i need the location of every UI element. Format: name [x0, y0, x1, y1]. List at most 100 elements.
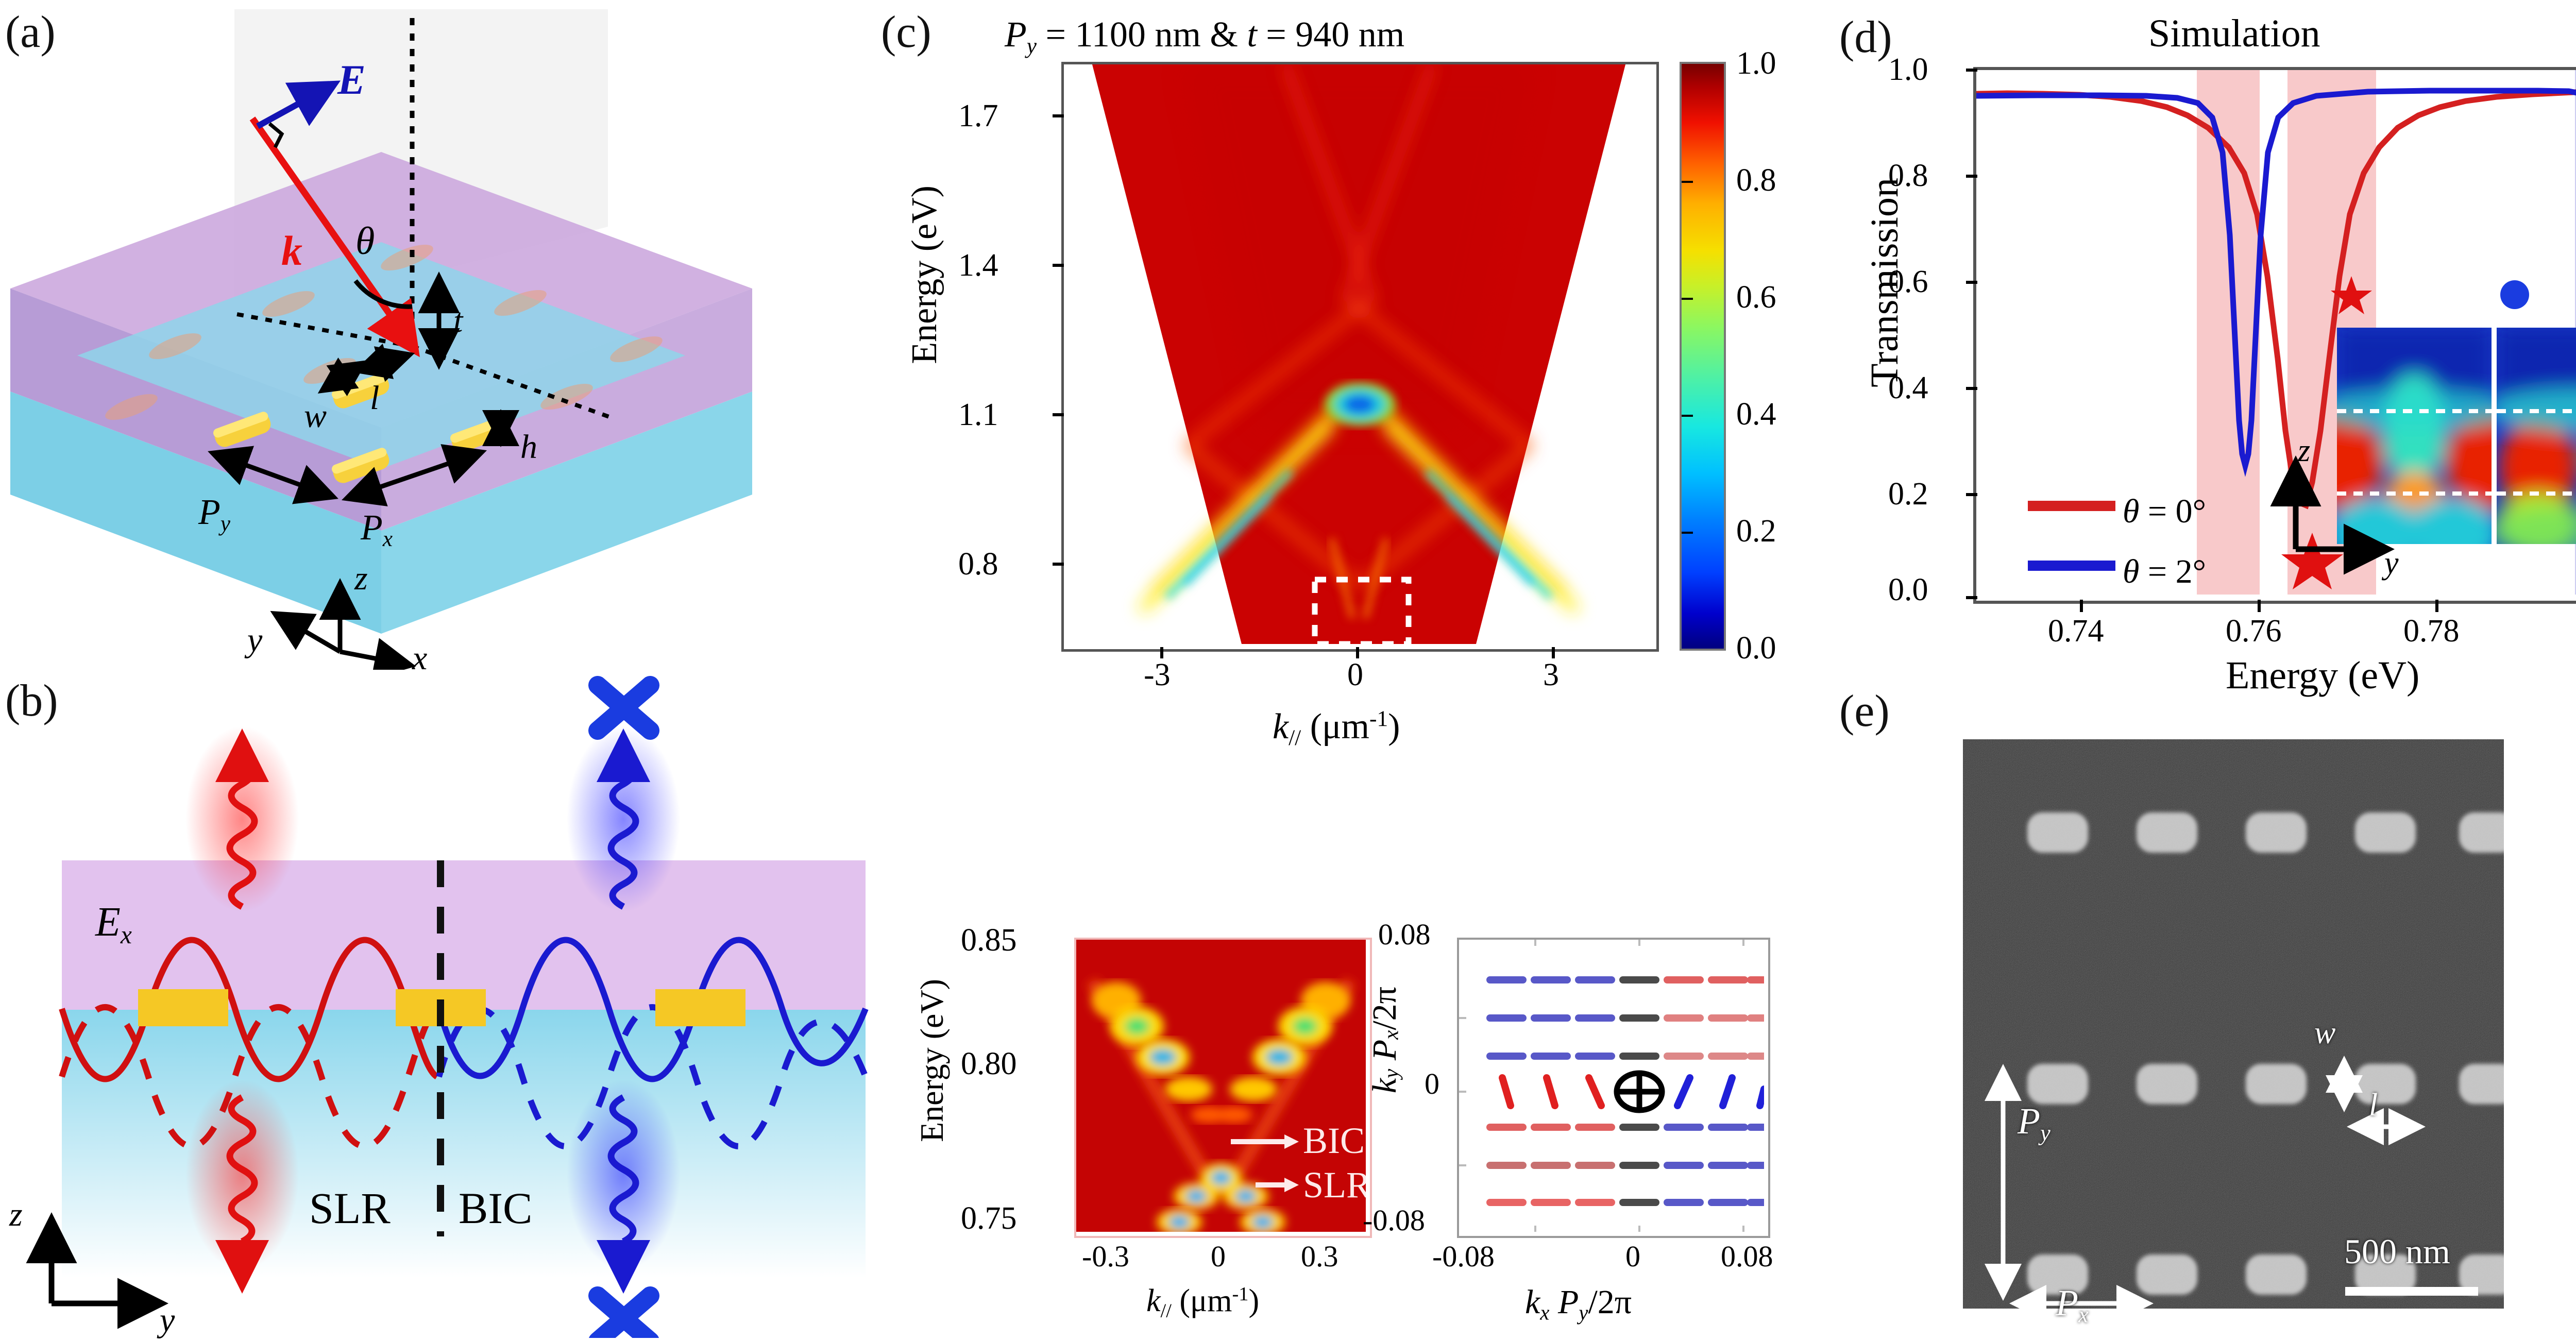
panel-d-transmission: (d) Simulation	[1767, 0, 2576, 721]
label-height-h: h	[520, 428, 537, 466]
panel-c-cbtick-0: 1.0	[1736, 46, 1776, 81]
panel-d-xtick-1: 0.76	[2226, 614, 2282, 649]
panel-c-colorbar	[1680, 62, 1726, 651]
sem-label-w: w	[2314, 1015, 2336, 1050]
panel-c-polarization-field	[1459, 940, 1764, 1232]
panel-c-xtick-marks	[1160, 647, 1555, 658]
inset-legend-circle	[2500, 280, 2529, 309]
panel-c-ytick-0: 1.7	[958, 98, 998, 133]
annot-slr-text: SLR	[1303, 1164, 1366, 1206]
panel-c-ytick-3: 0.8	[958, 547, 998, 582]
panel-d-tag: (d)	[1839, 12, 1892, 62]
panel-d-ytick-5: 0.0	[1888, 572, 1928, 607]
panel-c-dispersion: (c) Py = 1100 nm & t = 940 nm	[876, 0, 1783, 1338]
label-width-w: w	[304, 397, 327, 435]
panel-d-xtick-2: 0.78	[2403, 614, 2460, 649]
annot-bic-text: BIC	[1303, 1120, 1365, 1161]
label-period-py: Py	[198, 493, 231, 536]
sem-scalebar-label: 500 nm	[2344, 1232, 2450, 1271]
panel-c-main-plot	[1061, 62, 1659, 652]
panel-c-pol-xtick-1: 0	[1625, 1240, 1640, 1273]
sem-image-svg	[1963, 739, 2504, 1309]
label-axis-z-a: z	[354, 559, 368, 597]
panel-d-ytick-0: 1.0	[1888, 52, 1928, 87]
panel-d-xtick-marks	[2080, 600, 2438, 612]
panel-c-zoom-ylabel: Energy (eV)	[913, 979, 950, 1142]
label-axis-z-b: z	[9, 1196, 23, 1233]
legend-item-theta0: θ = 0°	[2123, 493, 2207, 530]
zoom-box-indicator	[1312, 576, 1412, 644]
panel-d-inset	[2270, 328, 2576, 575]
inset-axis-y: y	[2384, 546, 2399, 581]
panel-c-pol-ytick-2: -0.08	[1363, 1203, 1425, 1237]
panel-c-ytick-1: 1.4	[958, 248, 998, 283]
sem-label-l: l	[2369, 1088, 2378, 1123]
panel-c-pol-xtick-2: 0.08	[1721, 1240, 1773, 1273]
curve-theta-2	[1976, 88, 2576, 477]
panel-c-xtick-0: -3	[1144, 657, 1171, 692]
panel-b-svg	[26, 676, 869, 1338]
panel-c-ytick-marks	[1053, 114, 1064, 566]
panel-c-cbtick-5: 0.0	[1736, 631, 1776, 666]
panel-c-ylabel: Energy (eV)	[905, 185, 944, 364]
label-E-field: E	[337, 56, 366, 103]
nanorod-row-b	[138, 989, 745, 1026]
panel-c-title: Py = 1100 nm & t = 940 nm	[1005, 15, 1405, 59]
panel-d-ytick-marks	[1966, 69, 1977, 599]
panel-b-tag: (b)	[5, 676, 58, 726]
label-slr: SLR	[309, 1183, 391, 1233]
panel-d-ytick-3: 0.4	[1888, 370, 1928, 405]
panel-c-xtick-1: 0	[1347, 657, 1363, 692]
panel-c-zoom-plot: BIC SLR	[1074, 938, 1372, 1238]
topological-charge-marker	[1614, 1070, 1665, 1113]
panel-c-polarization-plot	[1457, 938, 1770, 1238]
panel-c-zoom-xtick-2: 0.3	[1301, 1240, 1338, 1273]
marker-star-slr	[2281, 533, 2343, 589]
sem-scalebar-line	[2345, 1287, 2478, 1296]
panel-c-zoom-ytick-1: 0.80	[961, 1046, 1017, 1081]
label-period-px: Px	[361, 508, 393, 552]
panel-c-pol-xlabel: kx Py/2π	[1525, 1283, 1632, 1325]
panel-c-zoom-ytick-2: 0.75	[961, 1201, 1017, 1236]
label-axis-y-b: y	[160, 1301, 175, 1339]
panel-c-zoom-heatmap: BIC SLR	[1076, 940, 1366, 1232]
legend-item-theta2: θ = 2°	[2123, 553, 2207, 590]
panel-c-ytick-2: 1.1	[958, 397, 998, 432]
inset-axis-z: z	[2298, 433, 2311, 468]
label-thickness-t: t	[453, 302, 463, 340]
label-k-vector: k	[281, 227, 302, 274]
panel-c-zoom-ytick-0: 0.85	[961, 923, 1017, 958]
sem-label-px: Px	[2056, 1282, 2089, 1328]
panel-d-ytick-1: 0.8	[1888, 158, 1928, 193]
label-axis-x-a: x	[412, 639, 428, 677]
label-theta: θ	[355, 219, 375, 263]
panel-c-xtick-2: 3	[1543, 657, 1559, 692]
panel-d-ytick-2: 0.6	[1888, 264, 1928, 299]
label-length-l: l	[370, 379, 380, 417]
panel-c-xlabel: k// (μm-1)	[1273, 706, 1400, 750]
panel-c-zoom-xlabel: k// (μm-1)	[1146, 1283, 1260, 1322]
sem-image	[1963, 739, 2504, 1309]
sem-label-py: Py	[2018, 1100, 2050, 1146]
panel-c-pol-ylabel: ky Px/2π	[1366, 987, 1403, 1094]
panel-d-ytick-4: 0.2	[1888, 477, 1928, 512]
panel-d-curves	[1976, 70, 2576, 595]
panel-c-pol-ytick-1: 0	[1425, 1067, 1439, 1100]
panel-a-svg	[10, 9, 752, 670]
panel-a-tag: (a)	[5, 7, 56, 57]
label-axis-y-a: y	[247, 621, 263, 659]
panel-a-schematic: (a)	[0, 0, 876, 677]
panel-e-tag: (e)	[1839, 686, 1890, 736]
panel-b-schematic: (b)	[0, 665, 876, 1339]
panel-e-sem: (e)	[1767, 680, 2576, 1338]
panel-c-cbtick-1: 0.8	[1736, 163, 1776, 198]
panel-c-pol-xtick-0: -0.08	[1432, 1240, 1495, 1273]
panel-c-tag: (c)	[881, 7, 931, 57]
panel-d-legend	[2028, 501, 2115, 571]
panel-c-zoom-xtick-0: -0.3	[1082, 1240, 1129, 1273]
panel-d-title: Simulation	[2148, 12, 2320, 55]
panel-c-zoom-xtick-1: 0	[1211, 1240, 1226, 1273]
panel-c-cbtick-3: 0.4	[1736, 397, 1776, 432]
panel-d-plot-area	[1973, 67, 2576, 604]
panel-c-cbtick-4: 0.2	[1736, 514, 1776, 549]
